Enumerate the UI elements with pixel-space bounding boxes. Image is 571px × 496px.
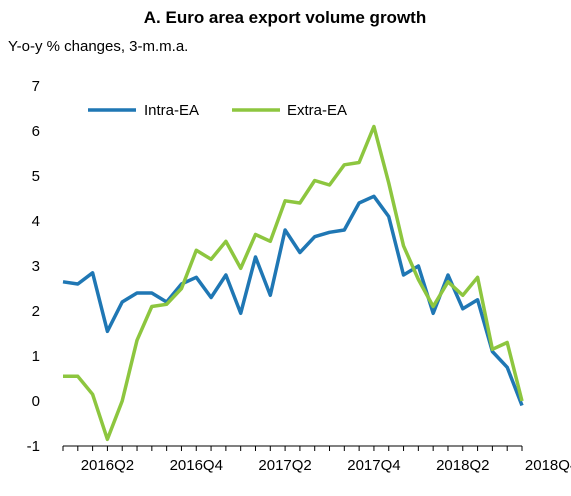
series-line-extra-ea — [63, 124, 524, 442]
chart-title: A. Euro area export volume growth — [144, 8, 426, 27]
x-tick-label: 2016Q4 — [170, 457, 223, 474]
y-tick-label: 2 — [32, 303, 40, 320]
y-tick-label: 7 — [32, 78, 40, 95]
legend-label: Intra-EA — [144, 102, 199, 119]
legend-label: Extra-EA — [287, 102, 347, 119]
y-tick-label: 3 — [32, 258, 40, 275]
series-lines — [62, 124, 524, 442]
chart-subtitle: Y-o-y % changes, 3-m.m.a. — [8, 38, 188, 55]
y-tick-label: -1 — [27, 438, 40, 455]
x-tick-label: 2017Q4 — [347, 457, 400, 474]
y-tick-label: 5 — [32, 168, 40, 185]
x-tick-label: 2018Q2 — [436, 457, 489, 474]
y-tick-label: 1 — [32, 348, 40, 365]
x-tick-label: 2018Q4 — [525, 457, 571, 474]
x-axis: 2016Q2 2016Q4 2017Q2 2017Q4 2018Q2 2018Q4 — [62, 445, 571, 474]
series-line-intra-ea — [62, 194, 524, 407]
x-tick-label: 2017Q2 — [258, 457, 311, 474]
y-tick-label: 6 — [32, 123, 40, 140]
y-tick-label: 4 — [32, 213, 40, 230]
x-tick-label: 2016Q2 — [81, 457, 134, 474]
y-axis-ticks: -1 0 1 2 3 4 5 6 7 — [27, 78, 40, 455]
legend: Intra-EA Extra-EA — [88, 102, 347, 119]
y-tick-label: 0 — [32, 393, 40, 410]
